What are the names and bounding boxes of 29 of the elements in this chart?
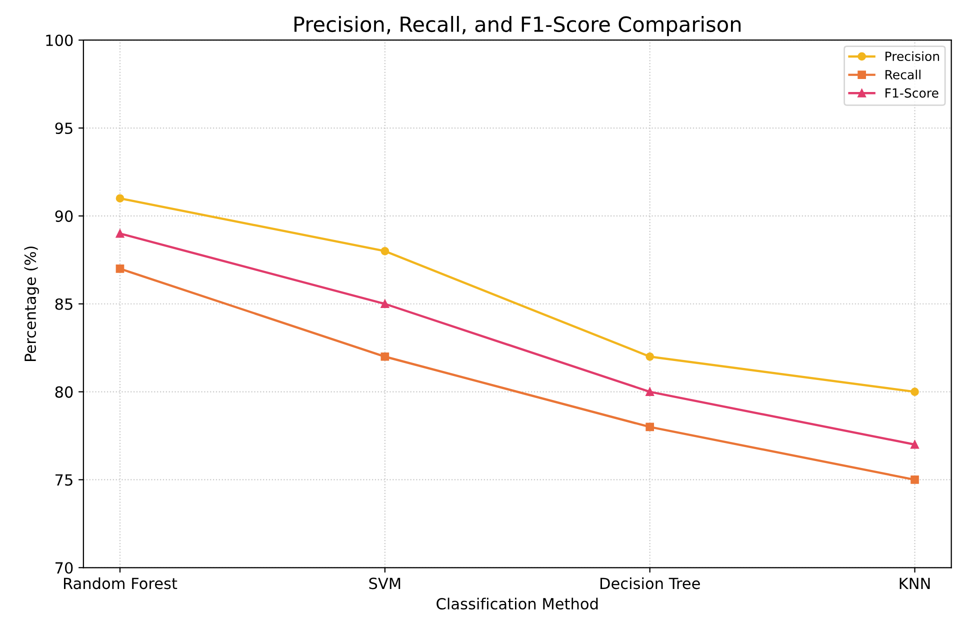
x-tick-label: KNN (900, 578, 930, 589)
x-tick-label: SVM (369, 578, 400, 590)
chart-title: Precision, Recall, and F1-Score Comparison (294, 16, 741, 36)
point (646, 388, 654, 396)
y-tick-label: 85 (55, 298, 72, 310)
point (380, 352, 390, 361)
legend-label: Precision (886, 51, 940, 62)
y-tick-label: 80 (55, 386, 73, 398)
y-tick-label: 90 (55, 210, 73, 222)
y-tick-label: 75 (56, 474, 72, 486)
point (910, 440, 919, 449)
x-tick-label: Random Forest (64, 577, 178, 590)
point (116, 264, 124, 273)
legend-label: F1-Score (886, 88, 938, 98)
point (646, 422, 654, 432)
point (380, 300, 390, 308)
y-tick-label: 70 (56, 562, 73, 574)
y-axis-title: Percentage (%) (24, 246, 39, 361)
legend-label: Recall (886, 70, 920, 80)
point (646, 352, 654, 361)
y-tick-label: 100 (46, 34, 73, 46)
point (910, 388, 919, 396)
x-tick-label: Decision Tree (600, 577, 700, 590)
y-tick-label: 95 (55, 122, 72, 134)
point (116, 229, 124, 238)
point (116, 194, 124, 203)
point (380, 246, 390, 256)
x-axis-title: Classification Method (436, 598, 598, 610)
point (910, 476, 919, 484)
